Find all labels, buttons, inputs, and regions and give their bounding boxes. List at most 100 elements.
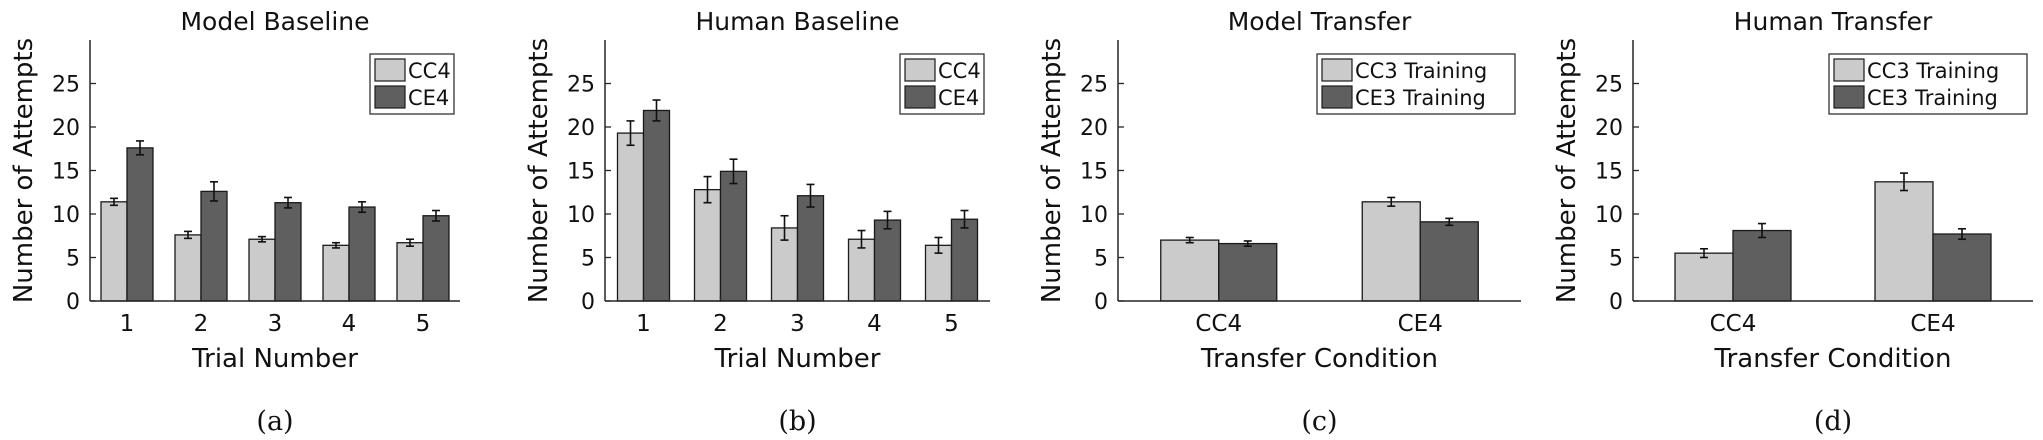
x-tick-label: 2: [713, 311, 728, 337]
bar-light-2: [174, 234, 202, 302]
x-axis-label: Transfer Condition: [1200, 344, 1438, 374]
bar-dark-5: [422, 215, 450, 302]
bar-dark-1: [126, 147, 154, 302]
legend-swatch-dark: [374, 85, 406, 109]
bar-light-5: [396, 242, 424, 302]
x-tick-label: 1: [636, 311, 651, 337]
panel-caption: (b): [778, 406, 816, 437]
bar-light-3: [248, 238, 276, 302]
bar-light-CE4: [1361, 201, 1421, 302]
bar-dark-2: [200, 190, 228, 302]
x-tick-label: 2: [194, 311, 209, 337]
y-tick-label: 10: [567, 203, 595, 228]
legend-swatch-dark: [904, 85, 936, 109]
panel-caption: (c): [1301, 406, 1337, 437]
legend: CC3 Training CE3 Training: [1828, 53, 2028, 115]
x-tick-label: CC4: [1195, 311, 1242, 337]
bar-dark-4: [873, 219, 902, 302]
y-tick-label: 10: [1595, 203, 1623, 228]
y-tick-label: 20: [1080, 116, 1108, 141]
y-tick-label: 0: [581, 290, 595, 315]
y-tick-label: 5: [581, 247, 595, 272]
y-tick-label: 25: [1595, 73, 1623, 98]
bar-light-2: [693, 188, 722, 302]
x-axis-label: Transfer Condition: [1714, 344, 1952, 374]
legend-label: CE3 Training: [1355, 86, 1486, 110]
legend-swatch-light: [1321, 58, 1353, 82]
x-tick-label: 3: [268, 311, 283, 337]
bar-dark-4: [348, 206, 376, 302]
y-tick-label: 20: [567, 116, 595, 141]
x-tick-label: 1: [120, 311, 135, 337]
y-tick-label: 20: [52, 116, 80, 141]
bar-dark-3: [796, 195, 825, 302]
x-tick-label: CE4: [1910, 311, 1955, 337]
y-tick-label: 15: [1595, 160, 1623, 185]
y-axis-label: Number of Attempts: [1037, 38, 1067, 303]
bar-light-CC4: [1674, 252, 1734, 302]
y-tick-label: 0: [1094, 290, 1108, 315]
legend-swatch-light: [904, 58, 936, 82]
legend-label: CE4: [408, 86, 449, 110]
bar-light-4: [322, 244, 350, 302]
y-tick-label: 15: [567, 160, 595, 185]
legend-swatch-dark: [1833, 85, 1865, 109]
bar-light-CE4: [1874, 181, 1934, 302]
x-tick-label: CE4: [1398, 311, 1443, 337]
chart-panel-1: 0 5 10 15 20 25 1 2 3 4 5 Trial Number Number of Att…: [9, 7, 460, 437]
chart-panel-2: 0 5 10 15 20 25 1 2 3 4 5 Trial Number Number of Att…: [524, 7, 990, 437]
y-tick-label: 0: [1609, 290, 1623, 315]
y-tick-label: 5: [66, 247, 80, 272]
panel-caption: (d): [1814, 406, 1852, 437]
x-tick-label: 4: [342, 311, 357, 337]
x-tick-label: 3: [790, 311, 805, 337]
y-axis-label: Number of Attempts: [1552, 38, 1582, 303]
chart-title: Model Transfer: [1228, 7, 1412, 36]
y-tick-label: 10: [52, 203, 80, 228]
y-tick-label: 5: [1094, 247, 1108, 272]
y-tick-label: 5: [1609, 247, 1623, 272]
y-axis-label: Number of Attempts: [524, 38, 554, 303]
bar-dark-5: [950, 218, 979, 302]
legend-swatch-light: [1833, 58, 1865, 82]
bar-light-CC4: [1160, 239, 1220, 302]
x-tick-label: 4: [867, 311, 882, 337]
y-tick-label: 25: [567, 73, 595, 98]
bar-light-5: [924, 244, 953, 302]
chart-panel-3: 0 5 10 15 20 25 CC4 CE4 Transfer Condition Number…: [1037, 7, 1521, 437]
bar-dark-CE4: [1419, 221, 1479, 302]
legend-swatch-dark: [1321, 85, 1353, 109]
legend-label: CC4: [938, 59, 981, 83]
legend-label: CC3 Training: [1867, 59, 1999, 83]
legend-swatch-light: [374, 58, 406, 82]
bar-dark-CC4: [1218, 242, 1278, 302]
chart-title: Human Baseline: [695, 7, 899, 36]
legend-label: CE4: [938, 86, 979, 110]
x-tick-label: 5: [416, 311, 431, 337]
x-tick-label: CC4: [1710, 311, 1757, 337]
bar-light-1: [100, 201, 128, 302]
bar-dark-CC4: [1732, 229, 1792, 302]
bar-dark-CE4: [1932, 233, 1992, 302]
bar-dark-2: [719, 170, 748, 302]
bar-dark-3: [274, 202, 302, 302]
chart-title: Model Baseline: [180, 7, 369, 36]
y-tick-label: 15: [1080, 160, 1108, 185]
y-tick-label: 25: [52, 73, 80, 98]
y-tick-label: 10: [1080, 203, 1108, 228]
chart-title: Human Transfer: [1734, 7, 1933, 36]
legend-label: CC3 Training: [1355, 59, 1487, 83]
panel-caption: (a): [256, 406, 293, 437]
bar-dark-1: [642, 109, 671, 302]
y-tick-label: 15: [52, 160, 80, 185]
y-tick-label: 25: [1080, 73, 1108, 98]
legend-label: CC4: [408, 59, 451, 83]
chart-panel-4: 0 5 10 15 20 25 CC4 CE4 Transfer Condition Number…: [1552, 7, 2033, 437]
bar-light-1: [616, 132, 645, 302]
y-axis-label: Number of Attempts: [9, 38, 39, 303]
y-tick-label: 0: [66, 290, 80, 315]
y-tick-label: 20: [1595, 116, 1623, 141]
